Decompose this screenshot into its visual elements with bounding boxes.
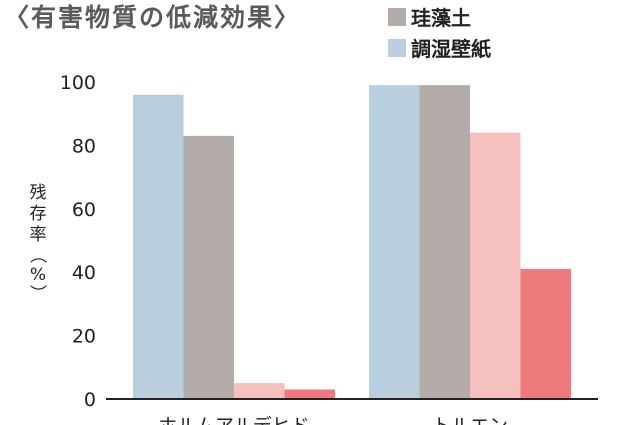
y-tick-label-2: 40 [72, 262, 96, 284]
bars [133, 85, 571, 400]
bar-1-0 [369, 85, 420, 400]
y-axis-label-char-1: 存 [30, 204, 47, 224]
category-label-0: ホルムアルデヒド [158, 415, 309, 425]
y-axis-label-char-5: ） [27, 285, 47, 302]
legend-swatch-0 [388, 8, 406, 26]
legend-label-0: 珪藻土 [411, 6, 471, 30]
y-axis-label-char-3: （ [27, 247, 47, 264]
legend: 珪藻土 調湿壁紙 [388, 6, 491, 61]
legend-swatch-1 [388, 39, 406, 57]
y-tick-label-3: 60 [72, 199, 96, 221]
legend-label-1: 調湿壁紙 [411, 37, 491, 61]
chart-title: 〈有害物質の低減効果〉 [4, 3, 301, 32]
bar-0-1 [183, 135, 234, 399]
y-tick-label-4: 80 [72, 135, 96, 157]
y-axis-label-char-0: 残 [30, 183, 47, 203]
y-axis-label-char-4: % [30, 265, 46, 285]
y-axis-label: 残 存 率 （ % ） [27, 183, 47, 302]
y-tick-label-5: 100 [60, 72, 96, 94]
y-axis-ticks: 0 20 40 60 80 100 [60, 72, 96, 411]
y-tick-label-0: 0 [84, 389, 96, 411]
bar-0-2 [234, 383, 285, 399]
y-tick-label-1: 20 [72, 326, 96, 348]
category-labels: ホルムアルデヒド トルエン [158, 415, 508, 425]
bar-1-1 [419, 85, 470, 400]
bar-0-3 [284, 389, 335, 399]
bar-0-0 [133, 94, 184, 400]
y-axis-label-char-2: 率 [30, 225, 47, 245]
bar-1-3 [520, 269, 571, 399]
bar-1-2 [470, 132, 521, 399]
category-label-1: トルエン [432, 415, 508, 425]
